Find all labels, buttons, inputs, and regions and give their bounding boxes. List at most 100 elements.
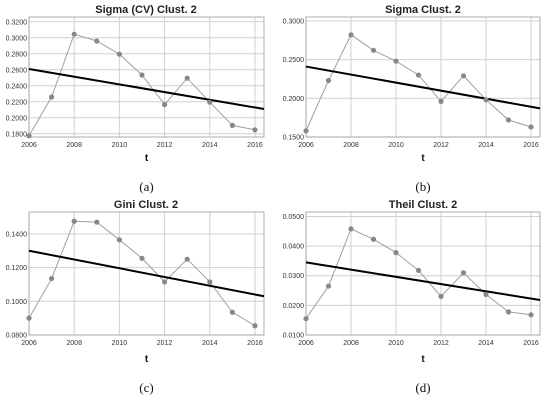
chart-panel-3: 0.0800 0.1000 0.1200 0.1400 2006 2008 2010 2012…	[6, 199, 265, 395]
data-point	[139, 255, 145, 261]
data-point	[370, 236, 377, 242]
y-tick-label: 0.0200	[283, 303, 305, 310]
x-axis-label: t	[421, 354, 425, 365]
data-point	[139, 72, 145, 78]
x-tick-label: 2006	[21, 340, 37, 347]
y-tick-label: 0.2500	[283, 57, 305, 64]
data-point	[94, 219, 100, 225]
data-point	[505, 117, 512, 123]
series-line	[305, 34, 532, 132]
x-tick-label: 2008	[66, 142, 82, 149]
x-tick-label: 2006	[21, 142, 37, 149]
y-tick-label: 0.1500	[283, 135, 305, 142]
data-point	[184, 256, 190, 262]
x-tick-label: 2016	[247, 142, 263, 149]
trend-line	[28, 68, 265, 110]
x-tick-label: 2008	[66, 340, 82, 347]
data-point	[415, 267, 422, 273]
data-point	[229, 122, 235, 128]
x-tick-label: 2016	[523, 142, 539, 149]
y-tick-label: 0.0500	[283, 214, 305, 221]
y-tick-label: 0.2400	[6, 83, 28, 90]
y-tick-label: 0.1800	[6, 131, 28, 138]
data-point	[303, 128, 309, 134]
x-tick-label: 2010	[388, 142, 404, 149]
data-point	[438, 293, 444, 300]
data-point	[505, 309, 512, 315]
data-point	[393, 58, 399, 64]
y-tick-label: 0.0100	[283, 333, 305, 340]
y-tick-label: 0.3000	[283, 18, 305, 25]
x-tick-label: 2016	[247, 340, 263, 347]
panel-caption: (b)	[415, 179, 430, 194]
x-tick-label: 2010	[112, 340, 128, 347]
data-point	[207, 279, 213, 285]
y-tick-label: 0.0300	[283, 273, 305, 280]
data-point	[94, 38, 100, 44]
data-point	[460, 73, 467, 79]
chart-panel-2: 0.1500 0.2000 0.2500 0.3000 2006 2008 2010 2012…	[283, 4, 541, 194]
chart-title: Sigma (CV) Clust. 2	[95, 4, 196, 16]
data-point	[229, 309, 235, 315]
x-tick-label: 2012	[433, 142, 449, 149]
chart-title: Gini Clust. 2	[114, 199, 178, 211]
y-tick-label: 0.0400	[283, 244, 305, 251]
data-point	[303, 316, 309, 322]
data-point	[252, 323, 258, 329]
data-point	[207, 99, 213, 105]
chart-title: Theil Clust. 2	[389, 199, 457, 211]
x-tick-label: 2012	[433, 340, 449, 347]
chart-title: Sigma Clust. 2	[385, 4, 461, 16]
panel-caption: (d)	[415, 380, 430, 395]
data-point	[528, 124, 534, 130]
trend-line	[28, 249, 265, 298]
y-tick-label: 0.0800	[6, 333, 28, 340]
panel-caption: (c)	[139, 380, 153, 395]
data-point	[325, 77, 332, 84]
plot-frame	[305, 16, 541, 138]
data-point	[483, 291, 489, 297]
y-tick-label: 0.2800	[6, 51, 28, 58]
data-point	[460, 270, 467, 276]
x-tick-label: 2006	[298, 142, 314, 149]
trend-line	[305, 261, 541, 302]
data-point	[348, 226, 354, 232]
data-point	[116, 237, 122, 243]
data-point	[48, 275, 55, 282]
data-point	[71, 218, 77, 224]
data-point	[415, 72, 422, 78]
x-tick-label: 2008	[343, 142, 359, 149]
trend-line	[305, 65, 541, 110]
plot-frame	[305, 211, 541, 336]
y-tick-label: 0.2000	[6, 115, 28, 122]
data-point	[483, 97, 489, 103]
y-tick-label: 0.2200	[6, 99, 28, 106]
data-point	[393, 250, 399, 256]
data-point	[71, 31, 77, 37]
x-tick-label: 2014	[202, 340, 218, 347]
data-point	[528, 312, 534, 318]
x-tick-label: 2010	[112, 142, 128, 149]
y-tick-label: 0.1400	[6, 231, 28, 238]
data-point	[48, 94, 55, 100]
x-tick-label: 2014	[478, 340, 494, 347]
panel-caption: (a)	[139, 179, 153, 194]
x-tick-label: 2014	[478, 142, 494, 149]
data-point	[370, 47, 377, 53]
y-tick-label: 0.3200	[6, 19, 28, 26]
data-point	[161, 102, 168, 108]
x-tick-label: 2006	[298, 340, 314, 347]
data-point	[348, 32, 354, 38]
data-point	[26, 315, 32, 321]
data-point	[184, 75, 190, 81]
x-axis-label: t	[145, 354, 149, 365]
chart-panel-4: 0.0100 0.0200 0.0300 0.0400 0.0500 2006 2008 20…	[283, 199, 541, 395]
data-point	[325, 283, 332, 289]
data-point	[438, 98, 444, 104]
x-axis-label: t	[421, 153, 425, 164]
series-line	[28, 33, 256, 137]
y-tick-label: 0.2000	[283, 96, 305, 103]
data-point	[116, 51, 122, 57]
x-tick-label: 2010	[388, 340, 404, 347]
